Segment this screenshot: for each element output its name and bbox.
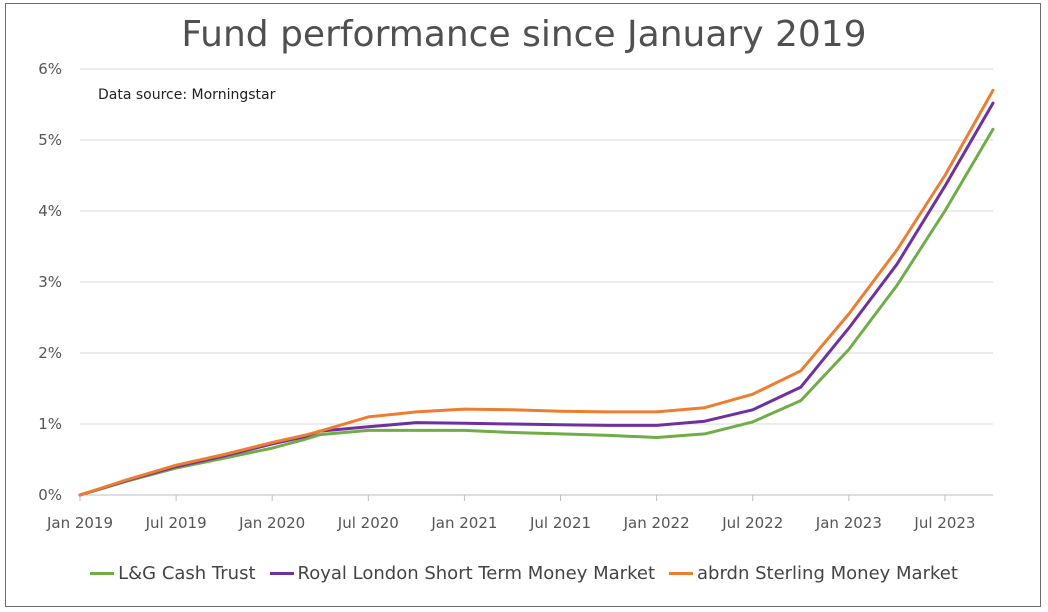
legend-label: L&G Cash Trust [118,563,256,584]
legend-swatch [269,572,294,575]
x-tick-label: Jul 2022 [721,514,783,532]
legend-item: Royal London Short Term Money Market [269,563,655,584]
legend-swatch [669,572,693,575]
chart-frame [5,3,1041,607]
x-tick-label: Jul 2023 [913,514,975,532]
x-axis: Jan 2019 Jul 2019 Jan 2020 Jul 2020 Jan 2021… [46,495,975,532]
legend-label: abrdn Sterling Money Market [697,563,958,584]
x-tick-label: Jan 2023 [815,514,882,532]
y-tick-label: 0% [38,486,62,504]
legend-label: Royal London Short Term Money Market [297,563,655,584]
chart-title: Fund performance since January 2019 [181,14,867,55]
legend-item: abrdn Sterling Money Market [669,563,958,584]
y-tick-label: 2% [38,344,62,362]
y-tick-label: 4% [38,202,62,220]
x-tick-label: Jul 2021 [529,514,591,532]
x-tick-label: Jan 2019 [46,514,113,532]
series-line-2 [78,88,995,497]
x-tick-label: Jan 2022 [623,514,690,532]
legend: L&G Cash Trust Royal London Short Term Mo… [0,563,1048,584]
y-tick-label: 5% [38,131,62,149]
gridlines [80,68,993,496]
y-tick-label: 1% [38,415,62,433]
y-tick-label: 3% [38,273,62,291]
legend-item: L&G Cash Trust [90,563,256,584]
y-tick-label: 6% [38,60,62,78]
data-source-note: Data source: Morningstar [98,87,276,103]
x-tick-label: Jan 2020 [238,514,305,532]
series-line-1 [78,101,995,497]
x-tick-label: Jul 2019 [145,514,207,532]
legend-swatch [90,572,115,575]
y-axis: 0% 1% 2% 3% 4% 5% 6% [38,60,62,504]
series-line-0 [78,127,995,497]
x-tick-label: Jul 2020 [337,514,399,532]
series-lines [78,88,995,497]
x-tick-label: Jan 2021 [430,514,497,532]
